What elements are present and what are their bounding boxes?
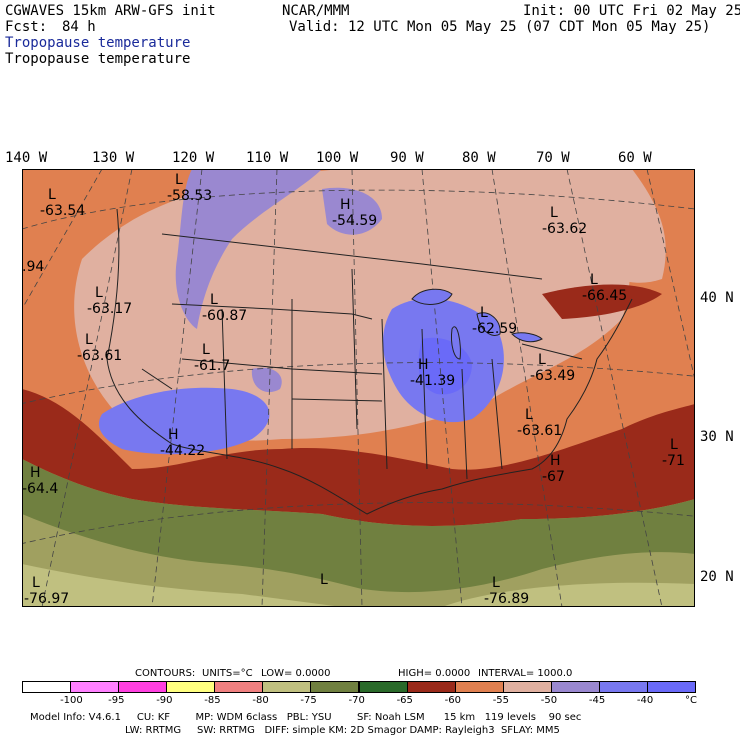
field-band-45-40 xyxy=(98,387,270,455)
low-label: L -63.61 xyxy=(77,332,122,364)
colorbar-swatch xyxy=(214,681,264,693)
colorbar-swatch xyxy=(598,681,648,693)
lon-label: 120 W xyxy=(172,150,215,166)
field-band-75-70 xyxy=(22,514,695,607)
field-band-80-75 xyxy=(442,582,695,607)
colorbar-label: -55 xyxy=(492,695,510,706)
colorbar-label: -75 xyxy=(300,695,317,706)
colorbar-label: -70 xyxy=(348,695,365,706)
lat-label: 30 N xyxy=(700,429,734,445)
lon-label: 60 W xyxy=(618,150,652,166)
low-label: L -63.54 xyxy=(40,187,85,219)
colorbar-swatch xyxy=(22,681,72,693)
colorbar-swatch xyxy=(70,681,120,693)
lon-label: 100 W xyxy=(316,150,359,166)
contours-low: LOW= 0.0000 xyxy=(261,668,331,679)
lat-label: 20 N xyxy=(700,569,734,585)
colorbar-swatch xyxy=(358,681,408,693)
org-label: NCAR/MMM xyxy=(282,3,350,19)
colorbar-label: -100 xyxy=(60,695,83,706)
colorbar-swatch xyxy=(118,681,168,693)
tropopause-temperature-map: L -58.53 L -63.54 H -54.59 L -63.62 .94 L -63… xyxy=(22,169,695,607)
high-label: H -54.59 xyxy=(332,197,377,229)
colorbar-label: -95 xyxy=(108,695,125,706)
colorbar-label: -90 xyxy=(156,695,173,706)
lon-label: 140 W xyxy=(5,150,48,166)
low-label: L -60.87 xyxy=(202,292,247,324)
colorbar-swatch xyxy=(406,681,456,693)
colorbar-swatch xyxy=(262,681,312,693)
colorbar-swatch xyxy=(166,681,216,693)
colorbar-swatch xyxy=(454,681,504,693)
colorbar-swatch xyxy=(550,681,600,693)
low-label: L -63.61 xyxy=(517,407,562,439)
low-label: L -76.89 xyxy=(484,575,529,607)
field-band-80-75 xyxy=(22,564,342,607)
field-title-primary: Tropopause temperature xyxy=(5,35,191,51)
map-frame xyxy=(22,169,695,607)
colorbar-swatch xyxy=(502,681,552,693)
colorbar-label: -45 xyxy=(588,695,606,706)
lon-label: 70 W xyxy=(536,150,570,166)
field-band-50-45 xyxy=(322,187,382,235)
colorbar-label: -80 xyxy=(252,695,269,706)
contours-units: UNITS=°C xyxy=(202,668,253,679)
contours-high: HIGH= 0.0000 xyxy=(398,668,471,679)
model-info-line-2: LW: RRTMG SW: RRTMG DIFF: simple KM: 2D … xyxy=(125,725,560,736)
low-label: L -71 xyxy=(662,437,685,469)
high-label: H -44.22 xyxy=(160,427,205,459)
boundaries xyxy=(106,208,633,515)
high-label: H -41.39 xyxy=(410,357,455,389)
high-label: H -67 xyxy=(542,453,565,485)
low-label: L -66.45 xyxy=(582,272,627,304)
contours-interval: INTERVAL= 1000.0 xyxy=(478,668,573,679)
graticule xyxy=(22,169,695,607)
colorbar-label: -50 xyxy=(540,695,558,706)
model-info-line-1: Model Info: V4.6.1 CU: KF MP: WDM 6class… xyxy=(30,712,582,723)
forecast-label: Fcst: xyxy=(5,19,48,35)
field-band-65-60 xyxy=(22,389,695,526)
lon-label: 130 W xyxy=(92,150,135,166)
lon-label: 80 W xyxy=(462,150,496,166)
low-label: L -58.53 xyxy=(167,172,212,204)
field-band-65-60 xyxy=(542,284,662,319)
colorbar-swatch xyxy=(310,681,360,693)
high-label: H -64.4 xyxy=(22,465,58,497)
contours-label: CONTOURS: xyxy=(135,668,196,679)
low-label: L -63.49 xyxy=(530,352,575,384)
low-label: L xyxy=(320,572,328,588)
great-lakes xyxy=(411,288,543,360)
low-label: L -63.62 xyxy=(542,205,587,237)
colorbar-label: -60 xyxy=(444,695,461,706)
colorbar-swatch xyxy=(646,681,696,693)
low-label: L -62.59 xyxy=(472,305,517,337)
low-label: L -63.17 xyxy=(87,285,132,317)
model-title: CGWAVES 15km ARW-GFS init xyxy=(5,3,216,19)
lon-label: 90 W xyxy=(390,150,424,166)
field-band-50-45 xyxy=(251,367,282,393)
lat-label: 40 N xyxy=(700,290,734,306)
colorbar-label: -85 xyxy=(204,695,221,706)
low-label: L -76.97 xyxy=(24,575,69,607)
colorbar-label: -65 xyxy=(396,695,413,706)
field-band-50-45 xyxy=(175,169,322,329)
colorbar-label: °C xyxy=(685,695,697,706)
forecast-hour: 84 h xyxy=(62,19,96,35)
low-label: .94 xyxy=(22,259,44,275)
low-label: L -61.7 xyxy=(194,342,230,374)
valid-time: Valid: 12 UTC Mon 05 May 25 (07 CDT Mon … xyxy=(289,19,711,35)
init-time: Init: 00 UTC Fri 02 May 25 xyxy=(523,3,740,19)
lon-label: 110 W xyxy=(246,150,289,166)
colorbar-label: -40 xyxy=(636,695,654,706)
field-title-secondary: Tropopause temperature xyxy=(5,51,191,67)
